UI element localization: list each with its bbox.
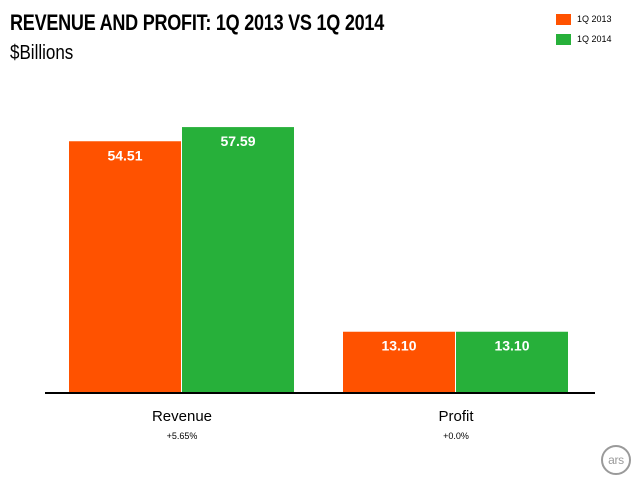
chart-title: REVENUE AND PROFIT: 1Q 2013 VS 1Q 2014 bbox=[10, 10, 384, 35]
bar-revenue-1q-2013 bbox=[69, 141, 181, 392]
chart-subtitle: $Billions bbox=[10, 42, 74, 64]
legend-swatch-1q-2013 bbox=[556, 13, 571, 25]
legend: 1Q 2013 1Q 2014 bbox=[556, 12, 612, 52]
category-change-note-profit: +0.0% bbox=[443, 431, 469, 441]
legend-label-1q-2013: 1Q 2013 bbox=[577, 14, 612, 24]
legend-swatch-1q-2014 bbox=[556, 33, 571, 45]
legend-label-1q-2014: 1Q 2014 bbox=[577, 34, 612, 44]
bar-value-label: 54.51 bbox=[107, 147, 142, 163]
legend-item-1q-2013: 1Q 2013 bbox=[556, 12, 612, 26]
bar-revenue-1q-2014 bbox=[182, 127, 294, 392]
bar-value-label: 13.10 bbox=[494, 338, 529, 354]
legend-item-1q-2014: 1Q 2014 bbox=[556, 32, 612, 46]
category-label-profit: Profit bbox=[438, 408, 474, 425]
bar-profit-1q-2014 bbox=[456, 331, 568, 392]
bar-value-label: 13.10 bbox=[381, 338, 416, 354]
ars-logo-icon: ars bbox=[601, 445, 631, 475]
bar-profit-1q-2013 bbox=[343, 331, 455, 392]
category-change-note-revenue: +5.65% bbox=[167, 431, 198, 441]
category-label-revenue: Revenue bbox=[152, 408, 212, 425]
bar-value-label: 57.59 bbox=[220, 133, 255, 149]
